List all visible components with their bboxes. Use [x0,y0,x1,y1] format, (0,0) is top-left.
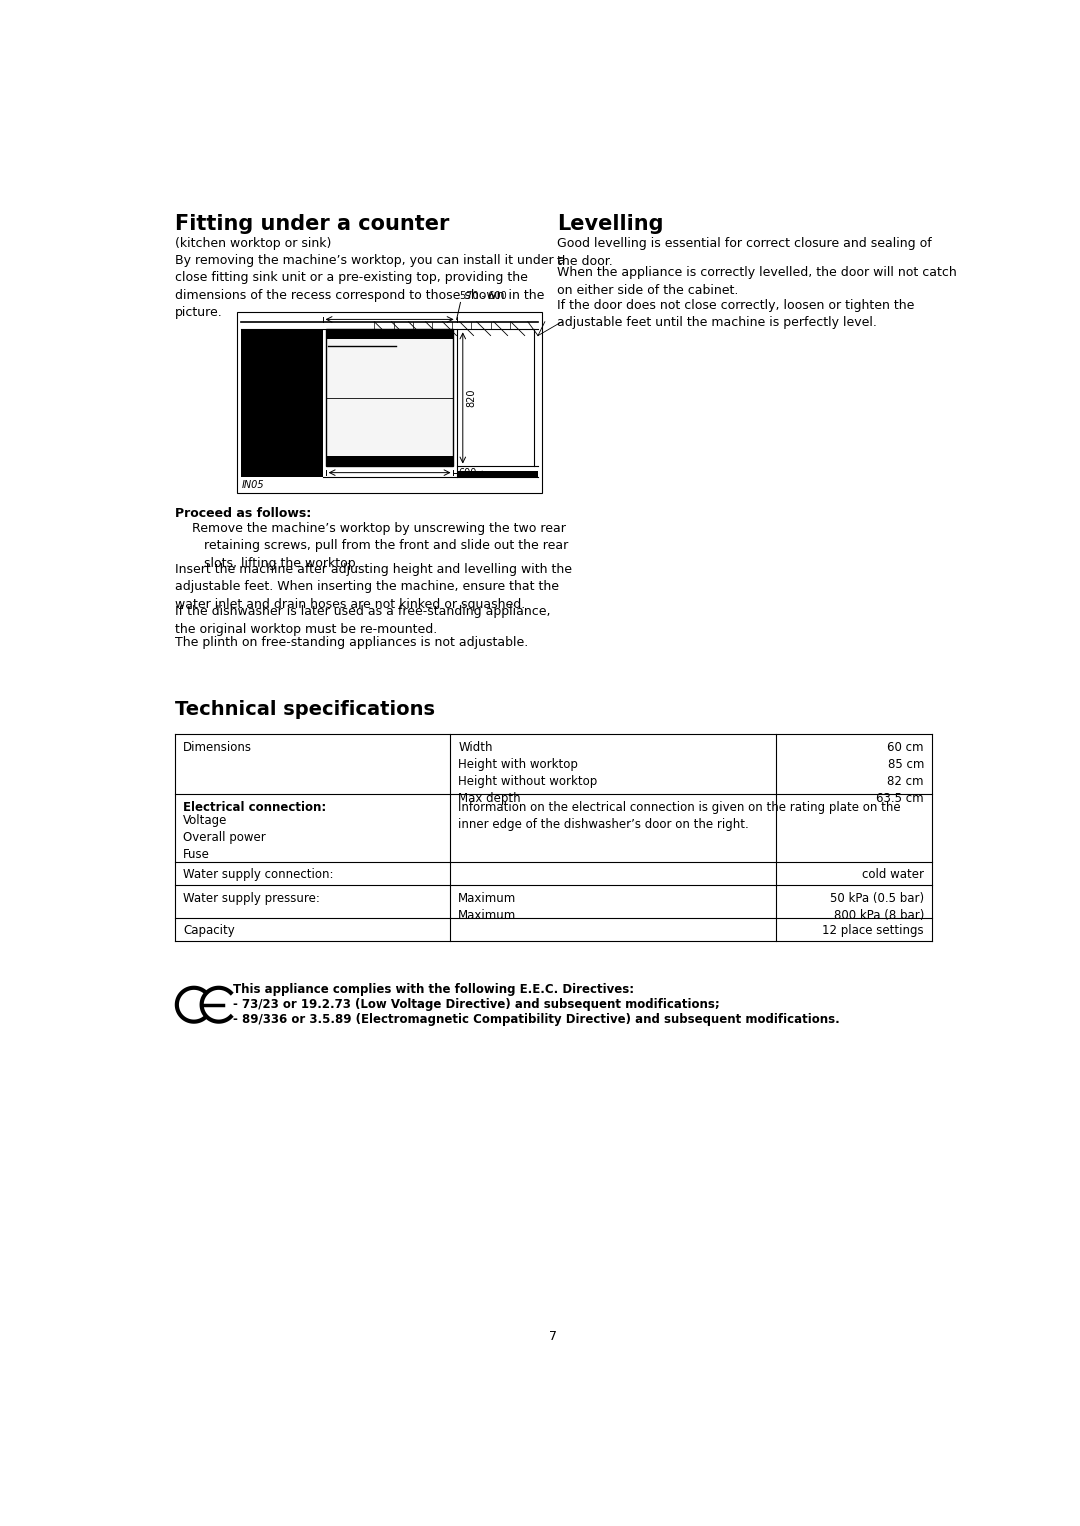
Text: When the appliance is correctly levelled, the door will not catch
on either side: When the appliance is correctly levelled… [557,266,957,296]
Bar [238,311,542,493]
Text: (kitchen worktop or sink): (kitchen worktop or sink) [175,237,332,250]
Bar [326,330,454,467]
Text: IN05: IN05 [242,479,265,490]
Text: 7: 7 [550,1329,557,1343]
Text: - 89/336 or 3.5.89 (Electromagnetic Compatibility Directive) and subsequent modi: - 89/336 or 3.5.89 (Electromagnetic Comp… [233,1013,840,1025]
Text: If the door does not close correctly, loosen or tighten the
adjustable feet unti: If the door does not close correctly, lo… [557,299,915,330]
Text: The plinth on free-standing appliances is not adjustable.: The plinth on free-standing appliances i… [175,636,528,649]
Text: 820: 820 [467,389,476,407]
Text: Water supply pressure:: Water supply pressure: [183,891,320,905]
Text: Electrical connection:: Electrical connection: [183,801,326,813]
Bar [326,456,454,467]
Text: Voltage
Overall power
Fuse: Voltage Overall power Fuse [183,815,266,861]
Text: This appliance complies with the following E.E.C. Directives:: This appliance complies with the followi… [233,983,635,996]
Text: 50 kPa (0.5 bar)
800 kPa (8 bar): 50 kPa (0.5 bar) 800 kPa (8 bar) [829,891,924,922]
Text: Dimensions: Dimensions [183,740,252,754]
Text: Width
Height with worktop
Height without worktop
Max depth: Width Height with worktop Height without… [458,740,597,804]
Text: 570 - 600: 570 - 600 [460,291,508,301]
Text: - 73/23 or 19.2.73 (Low Voltage Directive) and subsequent modifications;: - 73/23 or 19.2.73 (Low Voltage Directiv… [233,998,720,1012]
Text: 12 place settings: 12 place settings [822,923,924,937]
Text: 600→: 600→ [458,467,485,478]
Text: Insert the machine after adjusting height and levelling with the
adjustable feet: Insert the machine after adjusting heigh… [175,563,572,610]
Text: Levelling: Levelling [557,214,664,233]
Bar [458,472,538,478]
Text: Information on the electrical connection is given on the rating plate on the
inn: Information on the electrical connection… [458,801,901,830]
Bar [241,330,323,478]
Text: cold water: cold water [862,868,924,882]
Text: Capacity: Capacity [183,923,234,937]
Text: Maximum
Maximum: Maximum Maximum [458,891,516,922]
Text: If the dishwasher is later used as a free-standing appliance,
the original workt: If the dishwasher is later used as a fre… [175,606,551,636]
Text: Fitting under a counter: Fitting under a counter [175,214,449,233]
Text: Good levelling is essential for correct closure and sealing of
the door.: Good levelling is essential for correct … [557,237,932,267]
Text: Water supply connection:: Water supply connection: [183,868,334,882]
Text: Proceed as follows:: Proceed as follows: [175,507,311,519]
Text: Remove the machine’s worktop by unscrewing the two rear
   retaining screws, pul: Remove the machine’s worktop by unscrewi… [192,522,568,569]
Text: Technical specifications: Technical specifications [175,700,435,719]
Text: By removing the machine’s worktop, you can install it under a
close fitting sink: By removing the machine’s worktop, you c… [175,253,566,319]
Bar [326,330,454,339]
Text: 60 cm
85 cm
82 cm
63.5 cm: 60 cm 85 cm 82 cm 63.5 cm [876,740,924,804]
